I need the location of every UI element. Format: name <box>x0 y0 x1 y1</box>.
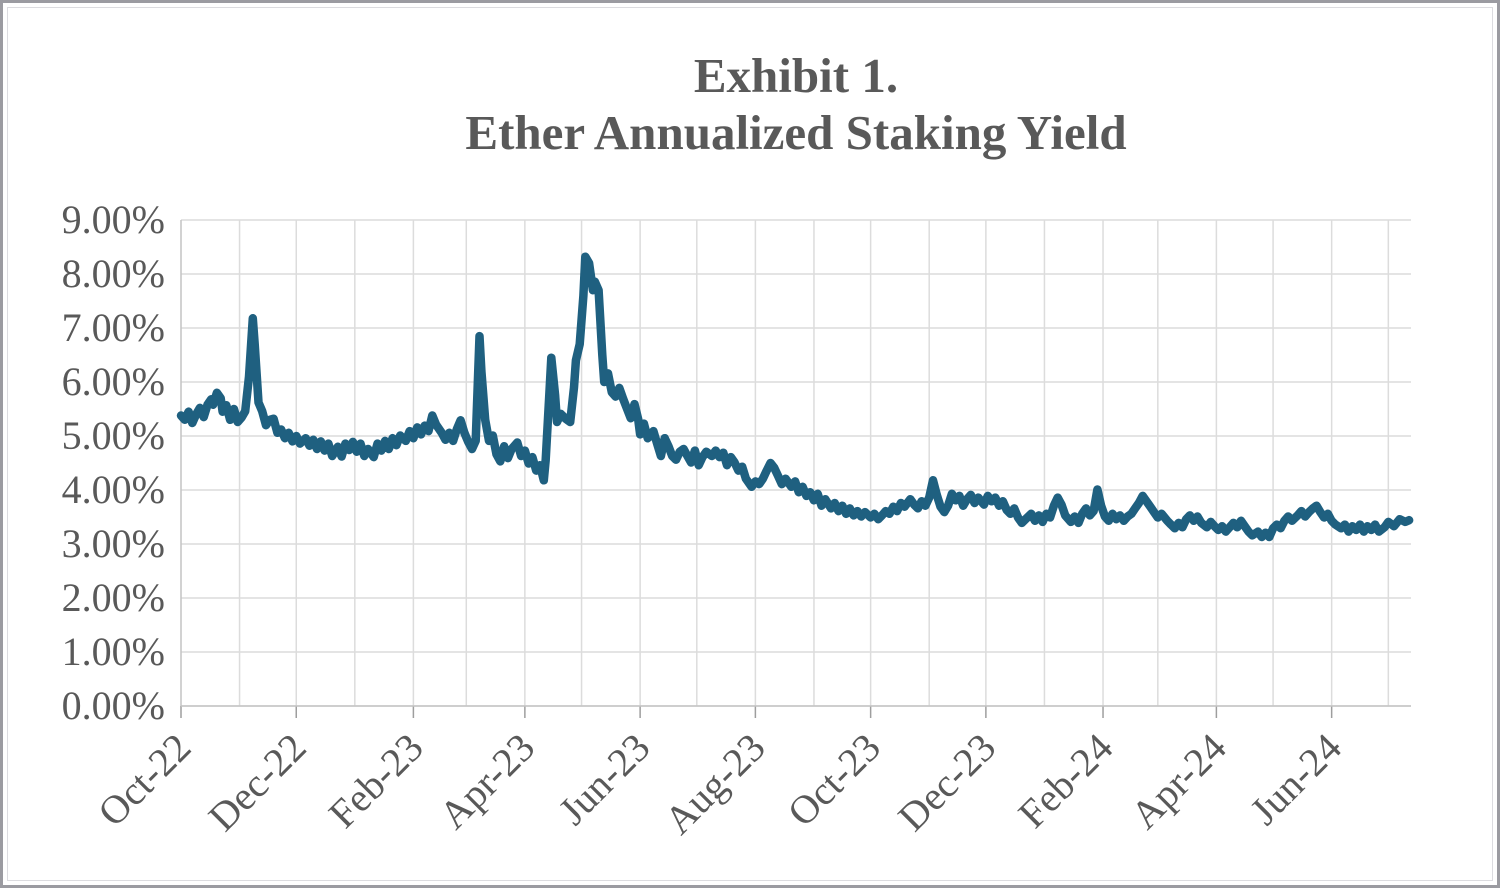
y-axis-label: 2.00% <box>62 575 165 620</box>
y-axis-label: 5.00% <box>62 413 165 458</box>
y-axis-label: 7.00% <box>62 305 165 350</box>
y-axis-label: 8.00% <box>62 251 165 296</box>
x-axis-label: Dec-23 <box>889 725 1004 840</box>
x-axis-label: Apr-23 <box>430 725 543 838</box>
y-axis-label: 1.00% <box>62 629 165 674</box>
chart-title-line2: Ether Annualized Staking Yield <box>465 105 1127 160</box>
y-axis-label: 9.00% <box>62 197 165 242</box>
x-axis-label: Aug-23 <box>656 725 774 843</box>
y-axis-label: 6.00% <box>62 359 165 404</box>
x-axis-label: Jun-23 <box>550 725 659 834</box>
y-axis-label: 4.00% <box>62 467 165 512</box>
staking-yield-line-chart: 0.00% 1.00% 2.00% 3.00% 4.00% 5.00% 6.00% 7.00%… <box>62 197 1414 843</box>
x-axis-label: Oct-22 <box>89 725 199 835</box>
chart-title-line1: Exhibit 1. <box>693 48 899 103</box>
x-axis-label: Jun-24 <box>1241 725 1350 834</box>
x-axis-label: Apr-24 <box>1122 725 1235 838</box>
series-line-ether-staking-yield <box>176 252 1414 542</box>
y-axis-label: 0.00% <box>62 683 165 728</box>
x-axis-label: Feb-24 <box>1009 725 1121 837</box>
x-axis-label: Dec-22 <box>200 725 315 840</box>
y-axis-label: 3.00% <box>62 521 165 566</box>
x-axis-label: Oct-23 <box>779 725 889 835</box>
x-axis-label: Feb-23 <box>320 725 432 837</box>
chart-title: Exhibit 1. Ether Annualized Staking Yiel… <box>181 47 1411 161</box>
